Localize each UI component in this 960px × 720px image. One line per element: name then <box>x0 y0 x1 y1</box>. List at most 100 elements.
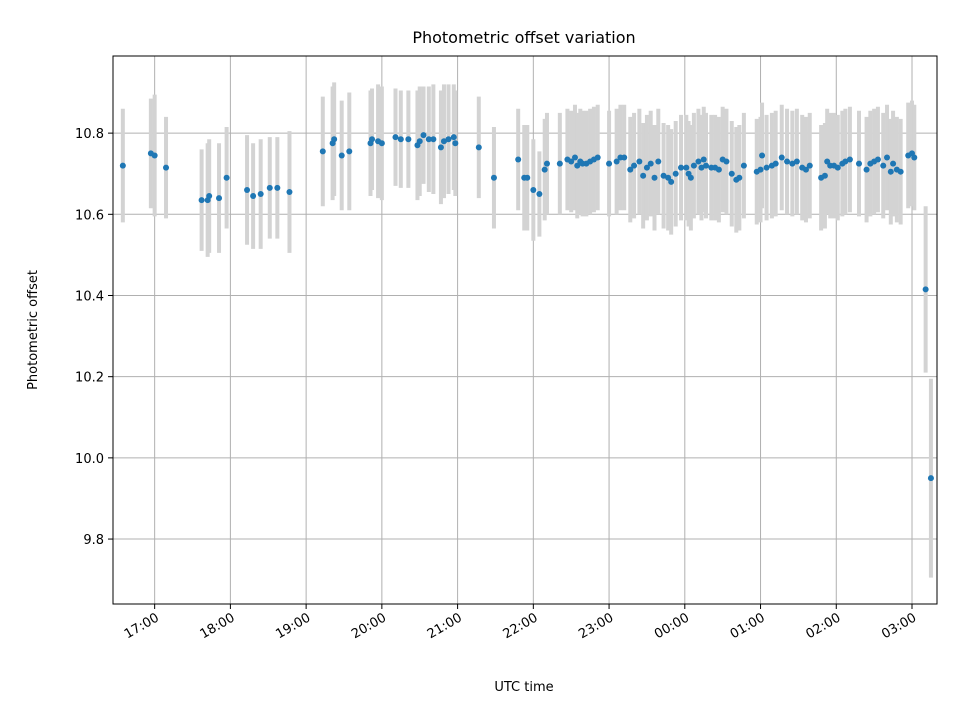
data-point <box>452 140 459 147</box>
data-point <box>821 172 828 179</box>
data-point <box>643 164 650 171</box>
data-point <box>425 136 432 143</box>
x-tick-label: 17:00 <box>122 610 162 642</box>
x-tick-label: 00:00 <box>652 610 692 642</box>
data-point <box>668 178 675 185</box>
data-point <box>703 162 710 169</box>
y-tick-label: 10.0 <box>75 452 104 467</box>
data-point <box>793 158 800 165</box>
data-point <box>530 186 537 193</box>
data-point <box>672 170 679 177</box>
data-point <box>286 188 293 195</box>
data-point <box>257 191 264 198</box>
y-axis-ticks: 9.8 10.0 10.2 10.4 10.6 10.8 <box>75 127 113 548</box>
data-point <box>397 136 404 143</box>
data-point <box>450 134 457 141</box>
data-point <box>319 148 326 155</box>
x-tick-label: 19:00 <box>273 610 313 642</box>
plot-frame <box>112 55 938 605</box>
data-point <box>757 166 764 173</box>
data-point <box>621 154 628 161</box>
data-point <box>274 184 281 191</box>
data-point <box>887 168 894 175</box>
data-point <box>151 152 158 159</box>
data-point <box>420 132 427 139</box>
data-point <box>884 154 891 161</box>
data-point <box>897 168 904 175</box>
data-point <box>890 160 897 167</box>
data-point <box>594 154 601 161</box>
data-point <box>715 166 722 173</box>
data-point <box>802 166 809 173</box>
data-point <box>163 164 170 171</box>
y-axis-label: Photometric offset <box>26 270 41 390</box>
data-point <box>695 158 702 165</box>
y-tick-label: 10.8 <box>75 127 104 142</box>
data-point <box>369 136 376 143</box>
data-point <box>198 197 205 204</box>
data-point <box>437 144 444 151</box>
data-point <box>571 154 578 161</box>
data-point <box>723 158 730 165</box>
data-point <box>216 195 223 202</box>
data-point <box>378 140 385 147</box>
data-point <box>911 154 918 161</box>
data-point <box>874 156 881 163</box>
x-tick-label: 22:00 <box>501 610 541 642</box>
data-point <box>880 162 887 169</box>
data-point <box>740 162 747 169</box>
data-point <box>660 172 667 179</box>
data-point <box>736 174 743 181</box>
chart-title: Photometric offset variation <box>412 28 635 47</box>
x-tick-label: 03:00 <box>879 610 919 642</box>
data-point <box>690 162 697 169</box>
data-point <box>430 136 437 143</box>
data-point <box>250 193 257 200</box>
y-tick-label: 10.6 <box>75 208 104 223</box>
data-point <box>223 174 230 181</box>
data-point <box>789 160 796 167</box>
data-point <box>338 152 345 159</box>
y-tick-label: 9.8 <box>83 533 104 548</box>
data-point <box>842 158 849 165</box>
data-point <box>647 160 654 167</box>
data-point <box>728 170 735 177</box>
data-point <box>759 152 766 159</box>
data-point <box>266 184 273 191</box>
data-point <box>119 162 126 169</box>
data-point <box>244 186 251 193</box>
y-tick-label: 10.2 <box>75 371 104 386</box>
data-point <box>206 193 213 200</box>
data-point <box>772 160 779 167</box>
x-axis-ticks: 17:00 18:00 19:00 20:00 21:00 22:00 23:00 00:00… <box>122 604 919 642</box>
data-point <box>631 162 638 169</box>
data-point <box>543 160 550 167</box>
error-bars <box>120 82 933 578</box>
data-point <box>440 138 447 145</box>
data-point <box>655 158 662 165</box>
data-point <box>636 158 643 165</box>
x-tick-label: 23:00 <box>576 610 616 642</box>
data-point <box>392 134 399 141</box>
data-point <box>927 475 934 482</box>
data-point <box>541 166 548 173</box>
data-point <box>556 160 563 167</box>
data-point <box>855 160 862 167</box>
x-tick-label: 01:00 <box>728 610 768 642</box>
data-point <box>331 136 338 143</box>
data-point <box>863 166 870 173</box>
data-point <box>698 164 705 171</box>
data-point <box>490 174 497 181</box>
data-point <box>640 172 647 179</box>
data-point <box>475 144 482 151</box>
data-point <box>445 136 452 143</box>
data-point <box>627 166 634 173</box>
data-point <box>687 174 694 181</box>
data-point <box>922 286 929 293</box>
x-tick-label: 02:00 <box>804 610 844 642</box>
x-axis-label: UTC time <box>494 680 553 695</box>
data-point <box>416 138 423 145</box>
x-tick-label: 20:00 <box>349 610 389 642</box>
data-point <box>700 156 707 163</box>
data-point <box>778 154 785 161</box>
